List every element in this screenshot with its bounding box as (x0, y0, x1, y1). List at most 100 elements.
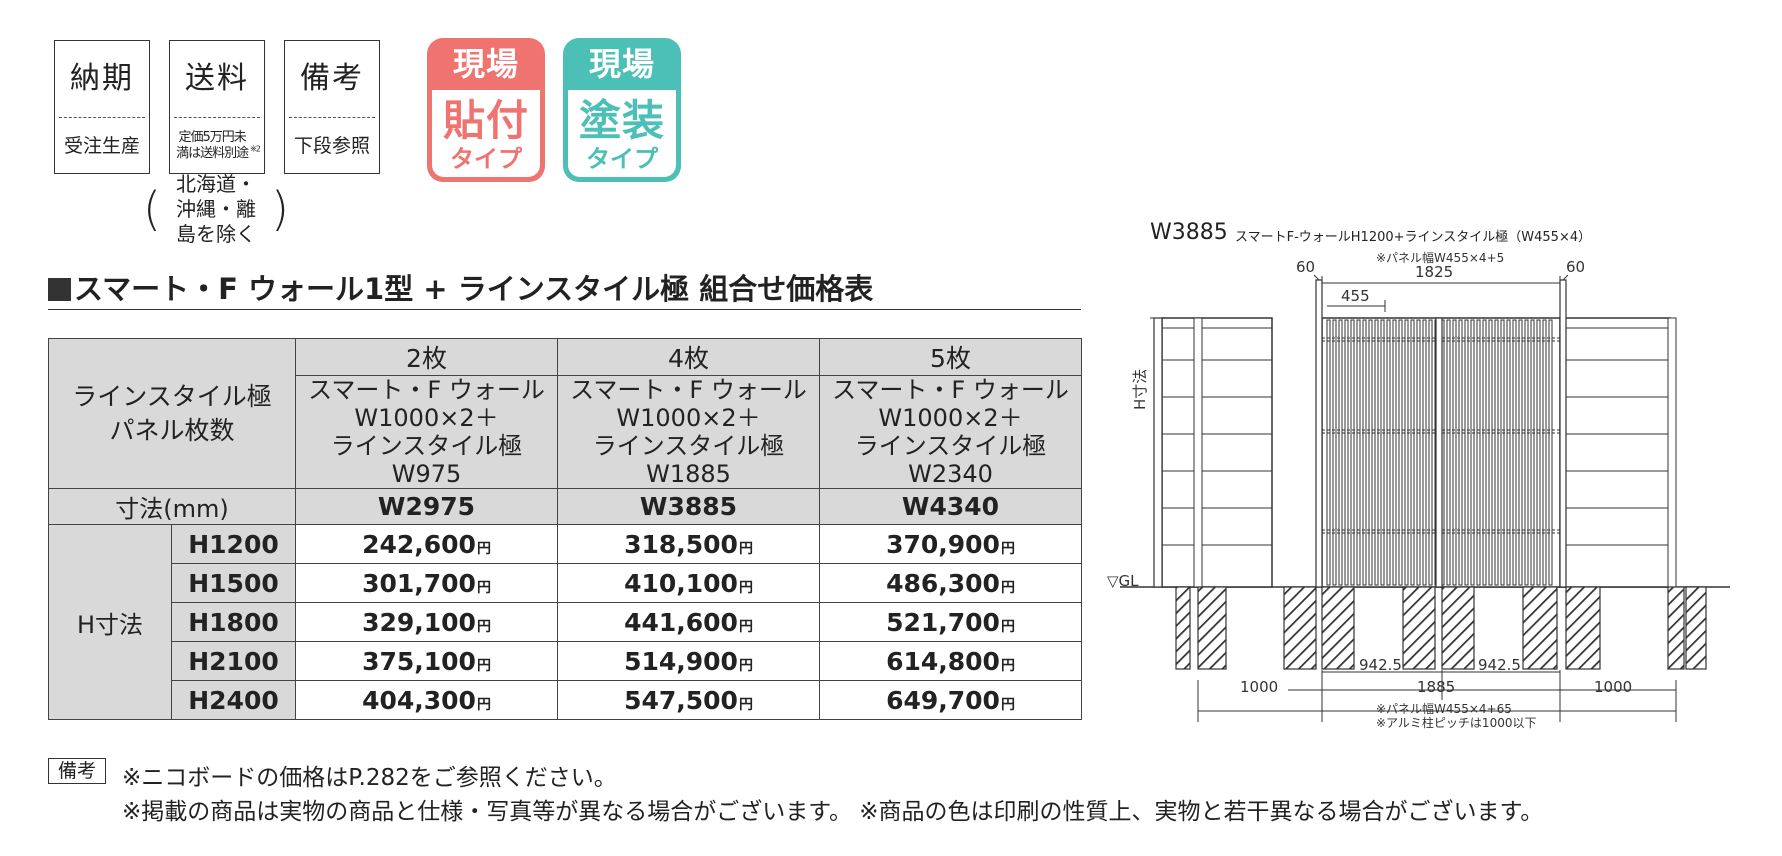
info-box-delivery: 納期 受注生産 (54, 40, 150, 174)
right-wall-section (1559, 317, 1677, 588)
combo-line: ラインスタイル極 W975 (330, 432, 523, 488)
col-header-combo: スマート・F ウォール W1000×2＋ ラインスタイル極 W975 (295, 375, 558, 489)
badge-top-label: 現場 (588, 45, 655, 83)
left-wall-section (1161, 317, 1273, 588)
size-value: W3885 (557, 488, 820, 525)
info-box-title: 備考 (300, 61, 364, 96)
col-header-count: 2枚 (295, 338, 558, 376)
price-cell: 329,100円 (295, 602, 558, 642)
price-value: 370,900 (886, 529, 1000, 559)
currency-unit: 円 (738, 657, 753, 674)
currency-unit: 円 (476, 618, 491, 635)
currency-unit: 円 (476, 657, 491, 674)
col-header-combo: スマート・F ウォール W1000×2＋ ラインスタイル極 W2340 (819, 375, 1082, 489)
size-value: W2975 (295, 488, 558, 525)
bottom-dimensions (1197, 670, 1677, 722)
info-box-title: 納期 (70, 61, 134, 96)
shipping-exclusion-text: 北海道・沖縄・離島を除く (176, 171, 256, 246)
price-value: 404,300 (362, 685, 476, 715)
currency-unit: 円 (1000, 657, 1015, 674)
remarks-line-2: ※掲載の商品は実物の商品と仕様・写真等が異なる場合がございます。 ※商品の色は印… (122, 799, 1544, 825)
dashed-divider (59, 117, 145, 118)
badge-body: 貼付 タイプ (432, 90, 540, 177)
info-box-value: 定価5万円未満は送料別途 ※2 (170, 118, 264, 174)
price-value: 375,100 (362, 646, 476, 676)
col-header-combo: スマート・F ウォール W1000×2＋ ラインスタイル極 W1885 (557, 375, 820, 489)
remarks-line-1: ※ニコボードの価格はP.282をご参照ください。 (122, 765, 617, 791)
price-cell: 547,500円 (557, 680, 820, 720)
price-cell: 521,700円 (819, 602, 1082, 642)
corner-header: ラインスタイル極 パネル枚数 (48, 338, 296, 489)
price-cell: 441,600円 (557, 602, 820, 642)
size-row-label: 寸法(mm) (48, 488, 296, 525)
info-box-value: 受注生産 (63, 135, 140, 157)
currency-unit: 円 (738, 618, 753, 635)
badge-main-label: 貼付 (442, 96, 529, 145)
dim-942-5-left-label: 942.5 (1359, 656, 1402, 674)
price-value: 547,500 (624, 685, 738, 715)
diagram-title: W3885 (1150, 220, 1228, 245)
height-row-header: H1800 (171, 602, 296, 642)
heading-underline (48, 309, 1081, 310)
height-row-header: H2100 (171, 641, 296, 681)
dim-1825-label: 1825 (1415, 263, 1453, 281)
panel-width-note-bottom: ※パネル幅W455×4+65 (1376, 701, 1512, 716)
col-header-count: 4枚 (557, 338, 820, 376)
section-heading: スマート・F ウォール1型 + ラインスタイル極 組合せ価格表 (48, 266, 873, 308)
size-value: W4340 (819, 488, 1082, 525)
currency-unit: 円 (738, 540, 753, 557)
shipping-exclusion-note: ( 北海道・沖縄・離島を除く ) (143, 172, 289, 246)
price-value: 242,600 (362, 529, 476, 559)
dim-455-label: 455 (1341, 287, 1370, 305)
info-box-shipping: 送料 定価5万円未満は送料別途 ※2 (169, 40, 265, 174)
heading-text: スマート・F ウォール1型 + ラインスタイル極 組合せ価格表 (74, 272, 874, 306)
price-table: ラインスタイル極 パネル枚数 2枚 4枚 5枚 スマート・F ウォール W100… (48, 338, 1082, 720)
currency-unit: 円 (1000, 618, 1015, 635)
price-value: 301,700 (362, 568, 476, 598)
combo-line: スマート・F ウォール (832, 376, 1069, 404)
badge-main-label: 塗装 (578, 96, 665, 145)
price-value: 318,500 (624, 529, 738, 559)
combo-line: W1000×2＋ (354, 404, 499, 432)
price-value: 614,800 (886, 646, 1000, 676)
currency-unit: 円 (1000, 579, 1015, 596)
badge-sticker-type: 現場 貼付 タイプ (427, 38, 545, 182)
price-value: 410,100 (624, 568, 738, 598)
currency-unit: 円 (476, 540, 491, 557)
combo-line: スマート・F ウォール (570, 376, 807, 404)
currency-unit: 円 (476, 579, 491, 596)
price-cell: 404,300円 (295, 680, 558, 720)
currency-unit: 円 (1000, 696, 1015, 713)
height-row-header: H1200 (171, 524, 296, 564)
combo-line: ラインスタイル極 W1885 (592, 432, 785, 488)
heading-square-marker (48, 278, 71, 301)
price-value: 649,700 (886, 685, 1000, 715)
fence-elevation-diagram: ※パネル幅W455×4+5 1825 60 60 455 H寸法 ▽GL (1107, 250, 1730, 730)
price-value: 514,900 (624, 646, 738, 676)
combo-line: W1000×2＋ (878, 404, 1023, 432)
shipping-value-text: 定価5万円未満は送料別途 (176, 130, 249, 161)
price-value: 486,300 (886, 568, 1000, 598)
badge-body: 塗装 タイプ (568, 90, 676, 177)
badge-sub-label: タイプ (450, 145, 522, 173)
price-value: 521,700 (886, 607, 1000, 637)
price-cell: 301,700円 (295, 563, 558, 603)
price-cell: 242,600円 (295, 524, 558, 564)
price-cell: 514,900円 (557, 641, 820, 681)
height-dim-label: H寸法 (1131, 369, 1149, 410)
dim-1000-right-label: 1000 (1594, 678, 1632, 696)
dim-1885-label: 1885 (1417, 678, 1455, 696)
paren-right: ) (271, 182, 289, 236)
footnote-marker: ※2 (250, 144, 261, 154)
price-cell: 375,100円 (295, 641, 558, 681)
height-row-header: H2400 (171, 680, 296, 720)
currency-unit: 円 (738, 579, 753, 596)
combo-line: スマート・F ウォール (308, 376, 545, 404)
price-value: 329,100 (362, 607, 476, 637)
price-cell: 614,800円 (819, 641, 1082, 681)
price-value: 441,600 (624, 607, 738, 637)
info-box-value: 下段参照 (293, 135, 370, 157)
info-box-remarks: 備考 下段参照 (284, 40, 380, 174)
currency-unit: 円 (738, 696, 753, 713)
info-box-title: 送料 (185, 61, 249, 96)
